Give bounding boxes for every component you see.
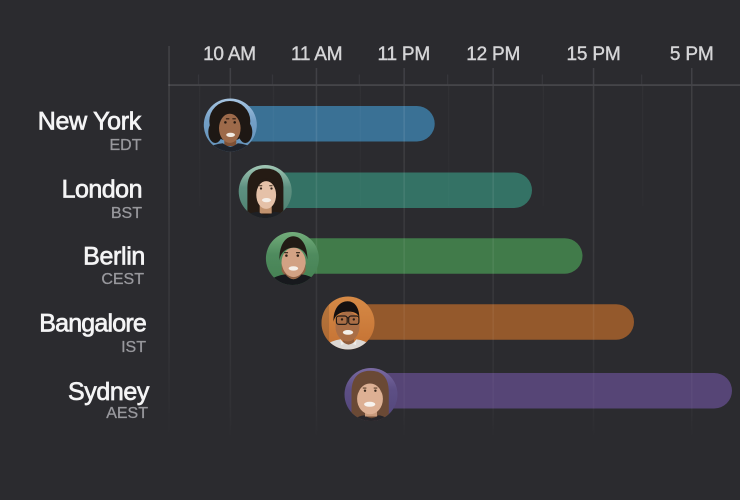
svg-text:EDT: EDT bbox=[110, 137, 142, 154]
svg-text:11 AM: 11 AM bbox=[291, 44, 342, 65]
svg-text:15 PM: 15 PM bbox=[567, 44, 621, 65]
svg-text:BST: BST bbox=[111, 205, 142, 222]
svg-text:London: London bbox=[62, 176, 142, 204]
svg-text:Sydney: Sydney bbox=[68, 378, 150, 406]
svg-text:Berlin: Berlin bbox=[83, 243, 145, 271]
svg-text:New York: New York bbox=[38, 108, 142, 136]
svg-text:CEST: CEST bbox=[101, 271, 144, 288]
svg-text:IST: IST bbox=[121, 339, 146, 356]
svg-text:5 PM: 5 PM bbox=[670, 44, 714, 65]
svg-text:12 PM: 12 PM bbox=[466, 44, 520, 65]
svg-text:11 PM: 11 PM bbox=[378, 44, 431, 65]
svg-text:10 AM: 10 AM bbox=[203, 44, 256, 65]
svg-text:AEST: AEST bbox=[106, 405, 148, 422]
svg-text:Bangalore: Bangalore bbox=[39, 310, 146, 338]
